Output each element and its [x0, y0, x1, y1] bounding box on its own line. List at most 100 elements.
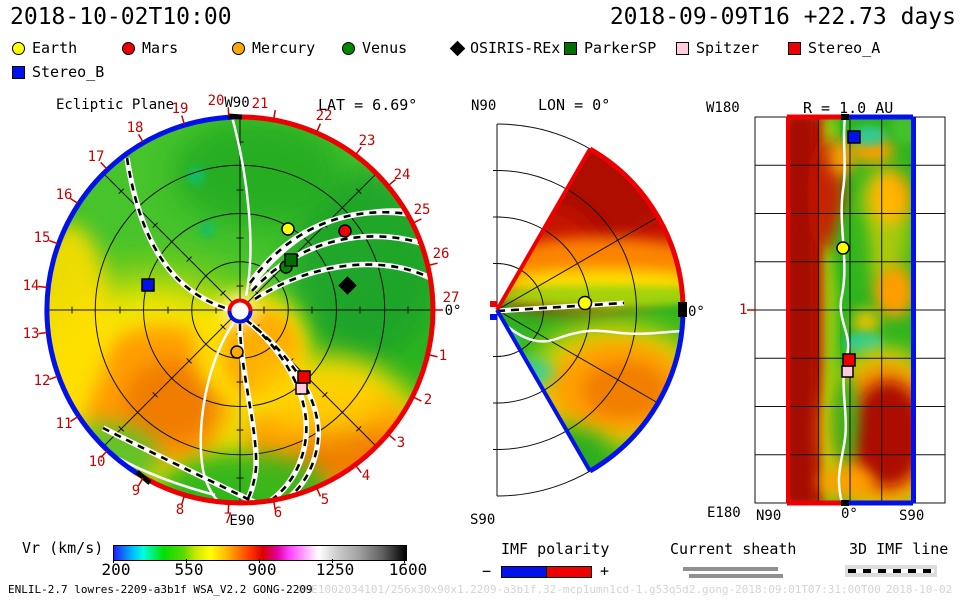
legend-label: Mars: [142, 39, 179, 57]
colorbar-tickmark: [186, 559, 187, 563]
wedge-colorfield: [497, 149, 683, 471]
map-xlabel-s90: S90: [899, 508, 925, 524]
legend-label: Stereo_A: [808, 39, 881, 57]
map-west-label: W180: [706, 100, 740, 116]
legend-label: Spitzer: [696, 39, 760, 57]
colorbar-label: Vr (km/s): [22, 539, 104, 557]
dial-day-21: 21: [251, 96, 269, 112]
legend-label: Stereo_B: [32, 63, 105, 81]
dial-day-5: 5: [320, 492, 330, 508]
wedge-arc-negative: [588, 309, 686, 474]
colorbar-gradient: [113, 545, 407, 561]
venus-icon: [342, 41, 355, 55]
ecliptic-top-axis-label: W90: [224, 95, 250, 111]
imf-plus-sign: +: [600, 562, 610, 580]
ecliptic-zero-axis-label: 0°: [444, 303, 462, 319]
dial-day-19: 19: [171, 101, 189, 117]
dial-day-4: 4: [361, 468, 371, 484]
legend-item-venus: Venus: [342, 39, 407, 57]
stereo-b-icon: [12, 65, 25, 79]
latlon-map: [747, 114, 946, 506]
day-tick-marks: [38, 107, 443, 513]
map-xlabel-n90: N90: [756, 508, 782, 524]
dial-day-14: 14: [22, 278, 40, 294]
colorbar-tick-1250: 1250: [315, 560, 355, 579]
sun-symbol: [227, 298, 253, 324]
spitzer-marker-dial: [295, 382, 308, 395]
polarity-transition-mark-top: [227, 113, 243, 120]
colorbar-tickmark: [404, 559, 405, 563]
earth-lat-line-dashed: [496, 301, 625, 313]
dial-day-24: 24: [393, 167, 411, 183]
dial-day-27: 27: [442, 290, 460, 306]
imf-line-label: 3D IMF line: [849, 540, 949, 558]
imf-spiral-lines: [101, 157, 432, 502]
current-sheath-swatch-line: [689, 574, 783, 578]
map-east-label: E180: [707, 505, 741, 521]
colorbar-tickmark: [113, 559, 114, 563]
imf-negative-swatch: [501, 566, 547, 578]
spitzer-icon: [676, 41, 689, 55]
parkersp-marker-dial: [284, 253, 298, 267]
mercury-icon: [232, 41, 245, 55]
spitzer-marker-map: [841, 365, 854, 378]
dial-day-17: 17: [87, 149, 105, 165]
dial-day-6: 6: [273, 505, 283, 521]
imf-polarity-label: IMF polarity: [501, 540, 610, 558]
colorbar-tick-550: 550: [174, 560, 204, 579]
mercury-marker-dial: [230, 345, 244, 359]
model-version-info: ENLIL-2.7 lowres-2209-a3b1f WSA_V2.2 GON…: [8, 583, 313, 596]
legend-item-earth: Earth: [12, 39, 77, 57]
dial-colorfield: [48, 118, 432, 502]
earth-marker-map: [836, 241, 850, 255]
map-current-sheath-line: [837, 117, 850, 503]
parkersp-icon: [564, 41, 577, 55]
ecliptic-title: Ecliptic Plane: [56, 97, 175, 113]
current-datetime: 2018-10-02T10:00: [10, 4, 232, 30]
legend-item-mercury: Mercury: [232, 39, 316, 57]
legend-item-stereo-b: Stereo_B: [12, 63, 105, 81]
map-colorfield: [787, 117, 915, 503]
imf-line-swatch-dashes: [848, 569, 934, 573]
run-datetime-offset: 2018-09-09T16 +22.73 days: [609, 4, 956, 30]
colorbar-tick-900: 900: [247, 560, 277, 579]
legend-item-stereo-a: Stereo_A: [788, 39, 881, 57]
stereo-a-marker-dial: [297, 370, 311, 384]
stereo-a-marker-map: [842, 353, 856, 367]
colorbar-tickmark: [259, 559, 260, 563]
map-ytick-label: 1: [739, 302, 748, 318]
meridional-north-label: N90: [471, 98, 497, 114]
legend-item-spitzer: Spitzer: [676, 39, 760, 57]
dial-day-11: 11: [55, 416, 73, 432]
map-title: R = 1.0 AU: [803, 99, 894, 117]
dial-day-8: 8: [175, 502, 185, 518]
stereo-b-marker-map: [847, 130, 861, 144]
dial-day-23: 23: [358, 133, 376, 149]
ecliptic-bottom-axis-label: E90: [229, 513, 255, 529]
legend-item-mars: Mars: [122, 39, 179, 57]
wedge-arc-positive: [588, 146, 686, 311]
imf-minus-sign: −: [482, 562, 492, 580]
dial-day-13: 13: [22, 326, 40, 342]
dial-day-7: 7: [223, 511, 233, 527]
meridional-zero-label: 0°: [688, 304, 705, 320]
dial-day-3: 3: [396, 435, 406, 451]
legend-item-osiris-rex: OSIRIS-REx: [449, 39, 561, 57]
map-border-right-negative: [911, 117, 916, 503]
earth-icon: [12, 41, 25, 55]
dial-border-negative-polarity: [44, 114, 234, 476]
colorbar-tickmark: [332, 559, 333, 563]
imf-positive-swatch: [546, 566, 592, 578]
legend-label: OSIRIS-REx: [470, 39, 561, 57]
earth-marker-meridional: [577, 295, 593, 311]
polarity-transition-mark-bottom: [135, 470, 152, 485]
map-border-left-positive: [786, 117, 790, 503]
wedge-current-sheath-line: [498, 319, 683, 343]
ecliptic-lat-label: LAT = 6.69°: [318, 96, 418, 114]
colorbar-tick-200: 200: [101, 560, 131, 579]
wedge-top-edge-positive: [495, 147, 592, 312]
meridional-title: LON = 0°: [538, 96, 611, 114]
legend-label: Mercury: [252, 39, 316, 57]
